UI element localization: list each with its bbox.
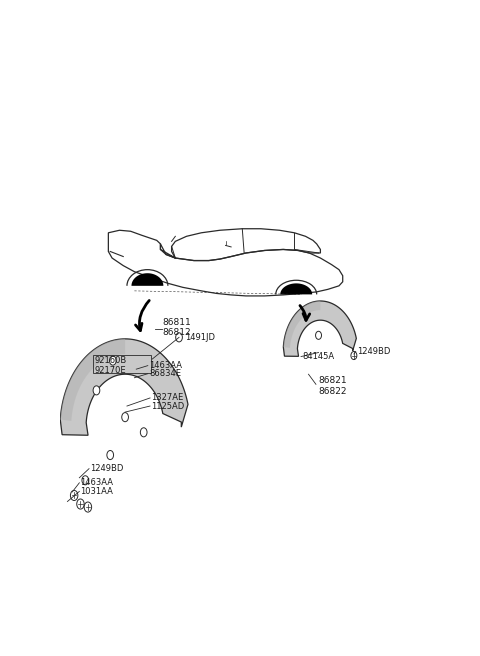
Circle shape (122, 413, 129, 422)
Text: 1125AD: 1125AD (151, 401, 184, 411)
Polygon shape (132, 273, 163, 286)
Circle shape (82, 476, 89, 485)
Polygon shape (283, 301, 321, 348)
Circle shape (93, 386, 100, 395)
Polygon shape (280, 283, 312, 295)
Text: 1491JD: 1491JD (185, 333, 215, 342)
Text: 1249BD: 1249BD (91, 464, 124, 473)
Circle shape (176, 333, 182, 342)
Text: 1463AA: 1463AA (81, 478, 113, 487)
Text: 1249BD: 1249BD (357, 347, 390, 356)
Text: 86811
86812: 86811 86812 (162, 318, 191, 337)
Text: 1463AA: 1463AA (149, 361, 182, 370)
Circle shape (140, 428, 147, 437)
Text: 1327AE: 1327AE (151, 394, 183, 402)
Circle shape (77, 499, 84, 509)
Text: 92160B
92170E: 92160B 92170E (95, 356, 127, 375)
Polygon shape (60, 339, 125, 421)
Text: 1031AA: 1031AA (81, 487, 113, 496)
Text: 86834E: 86834E (149, 369, 181, 379)
Circle shape (315, 331, 322, 339)
Text: 84145A: 84145A (302, 352, 335, 361)
Text: 86821
86822: 86821 86822 (319, 376, 347, 396)
Circle shape (351, 352, 357, 359)
Circle shape (107, 451, 114, 460)
Circle shape (109, 356, 116, 365)
Polygon shape (60, 339, 188, 436)
Circle shape (71, 491, 78, 501)
Bar (94, 355, 151, 373)
Circle shape (84, 502, 92, 512)
Polygon shape (283, 301, 356, 356)
